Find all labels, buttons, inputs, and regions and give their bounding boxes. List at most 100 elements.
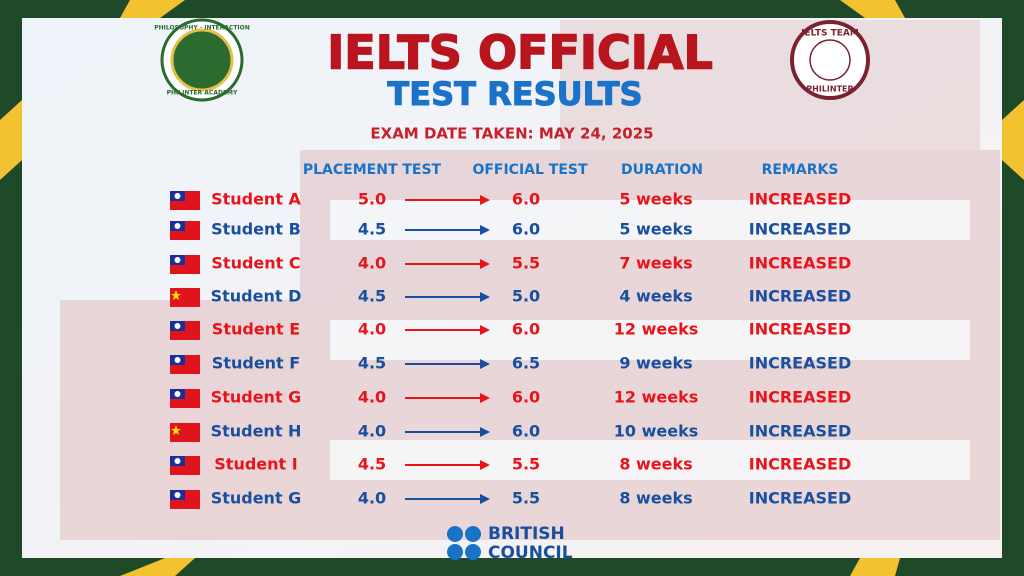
flag-sun: [174, 492, 181, 498]
placement-score: 4.5: [358, 287, 386, 306]
building: [60, 20, 1000, 540]
placement-score: 4.0: [358, 489, 386, 508]
logo-left-bottom: PHILINTER ACADEMY: [167, 90, 238, 97]
column-header: REMARKS: [762, 162, 839, 178]
flag: [170, 288, 200, 307]
duration: 10 weeks: [614, 422, 698, 441]
arrow-head: [480, 195, 490, 205]
arrow-head: [480, 292, 490, 302]
remarks: INCREASED: [749, 354, 851, 373]
brand-line: COUNCIL: [488, 543, 573, 563]
official-score: 6.0: [512, 422, 540, 441]
flag-sun: [174, 391, 181, 397]
duration: 4 weeks: [619, 287, 692, 306]
placement-score: 4.5: [358, 220, 386, 239]
official-score: 6.5: [512, 354, 540, 373]
student-name: Student A: [211, 190, 301, 209]
student-name: Student H: [211, 422, 302, 441]
student-name: Student I: [214, 455, 297, 474]
table-row: Student F 4.5 6.5 9 weeks INCREASED: [170, 354, 851, 374]
arrow-head: [480, 427, 490, 437]
flag-sun: [174, 458, 181, 464]
flag-sun: [174, 193, 181, 199]
student-name: Student D: [211, 287, 302, 306]
exam-date: EXAM DATE TAKEN: MAY 24, 2025: [370, 125, 653, 143]
official-score: 5.5: [512, 455, 540, 474]
logo-left-top: PHILOSOPHY · INTERACTION: [154, 25, 250, 32]
table-row: Student E 4.0 6.0 12 weeks INCREASED: [170, 320, 851, 340]
official-score: 5.5: [512, 254, 540, 273]
duration: 8 weeks: [619, 455, 692, 474]
arrow-head: [480, 325, 490, 335]
table-row: Student I 4.5 5.5 8 weeks INCREASED: [170, 455, 851, 475]
footer-brand: BRITISH COUNCIL: [447, 524, 573, 563]
title: IELTS OFFICIAL: [327, 26, 713, 80]
remarks: INCREASED: [749, 422, 851, 441]
logo-right-bottom: PHILINTER: [806, 85, 853, 94]
arrow-head: [480, 460, 490, 470]
student-name: Student B: [211, 220, 301, 239]
arrow-head: [480, 359, 490, 369]
flag-sun: [174, 357, 181, 363]
remarks: INCREASED: [749, 388, 851, 407]
duration: 5 weeks: [619, 220, 692, 239]
remarks: INCREASED: [749, 489, 851, 508]
flag-sun: [174, 323, 181, 329]
remarks: INCREASED: [749, 287, 851, 306]
flag-star: [171, 425, 181, 435]
official-score: 5.0: [512, 287, 540, 306]
placement-score: 4.0: [358, 388, 386, 407]
arrow-head: [480, 225, 490, 235]
arrow-head: [480, 393, 490, 403]
official-score: 6.0: [512, 220, 540, 239]
placement-score: 4.0: [358, 422, 386, 441]
placement-score: 4.5: [358, 354, 386, 373]
logo-right: IELTS TEAM PHILINTER: [790, 20, 870, 100]
student-name: Student F: [212, 354, 300, 373]
remarks: INCREASED: [749, 220, 851, 239]
logo-left: PHILOSOPHY · INTERACTION PHILINTER ACADE…: [154, 18, 250, 102]
arrow-head: [480, 494, 490, 504]
official-score: 6.0: [512, 388, 540, 407]
table-row: Student G 4.0 5.5 8 weeks INCREASED: [170, 489, 851, 509]
subtitle: TEST RESULTS: [387, 75, 642, 113]
table-row: Student G 4.0 6.0 12 weeks INCREASED: [170, 388, 851, 408]
flag-star: [171, 290, 181, 300]
student-name: Student E: [212, 320, 300, 339]
remarks: INCREASED: [749, 254, 851, 273]
duration: 12 weeks: [614, 320, 698, 339]
column-header: PLACEMENT TEST: [303, 162, 442, 178]
duration: 5 weeks: [619, 190, 692, 209]
placement-score: 4.5: [358, 455, 386, 474]
flag-sun: [174, 223, 181, 229]
remarks: INCREASED: [749, 190, 851, 209]
duration: 9 weeks: [619, 354, 692, 373]
student-name: Student G: [211, 388, 302, 407]
brand-line: BRITISH: [488, 524, 565, 544]
table-row: Student C 4.0 5.5 7 weeks INCREASED: [170, 254, 851, 274]
placement-score: 4.0: [358, 254, 386, 273]
arrow-head: [480, 259, 490, 269]
duration: 8 weeks: [619, 489, 692, 508]
student-name: Student C: [211, 254, 300, 273]
placement-score: 4.0: [358, 320, 386, 339]
official-score: 5.5: [512, 489, 540, 508]
column-header: OFFICIAL TEST: [472, 162, 588, 178]
duration: 12 weeks: [614, 388, 698, 407]
flag-sun: [174, 257, 181, 263]
student-name: Student G: [211, 489, 302, 508]
column-header: DURATION: [621, 162, 703, 178]
table-row: Student B 4.5 6.0 5 weeks INCREASED: [170, 220, 851, 240]
remarks: INCREASED: [749, 320, 851, 339]
remarks: INCREASED: [749, 455, 851, 474]
official-score: 6.0: [512, 190, 540, 209]
duration: 7 weeks: [619, 254, 692, 273]
placement-score: 5.0: [358, 190, 386, 209]
logo-right-top: IELTS TEAM: [801, 29, 859, 39]
table-row: Student A 5.0 6.0 5 weeks INCREASED: [170, 190, 851, 210]
official-score: 6.0: [512, 320, 540, 339]
flag: [170, 423, 200, 442]
